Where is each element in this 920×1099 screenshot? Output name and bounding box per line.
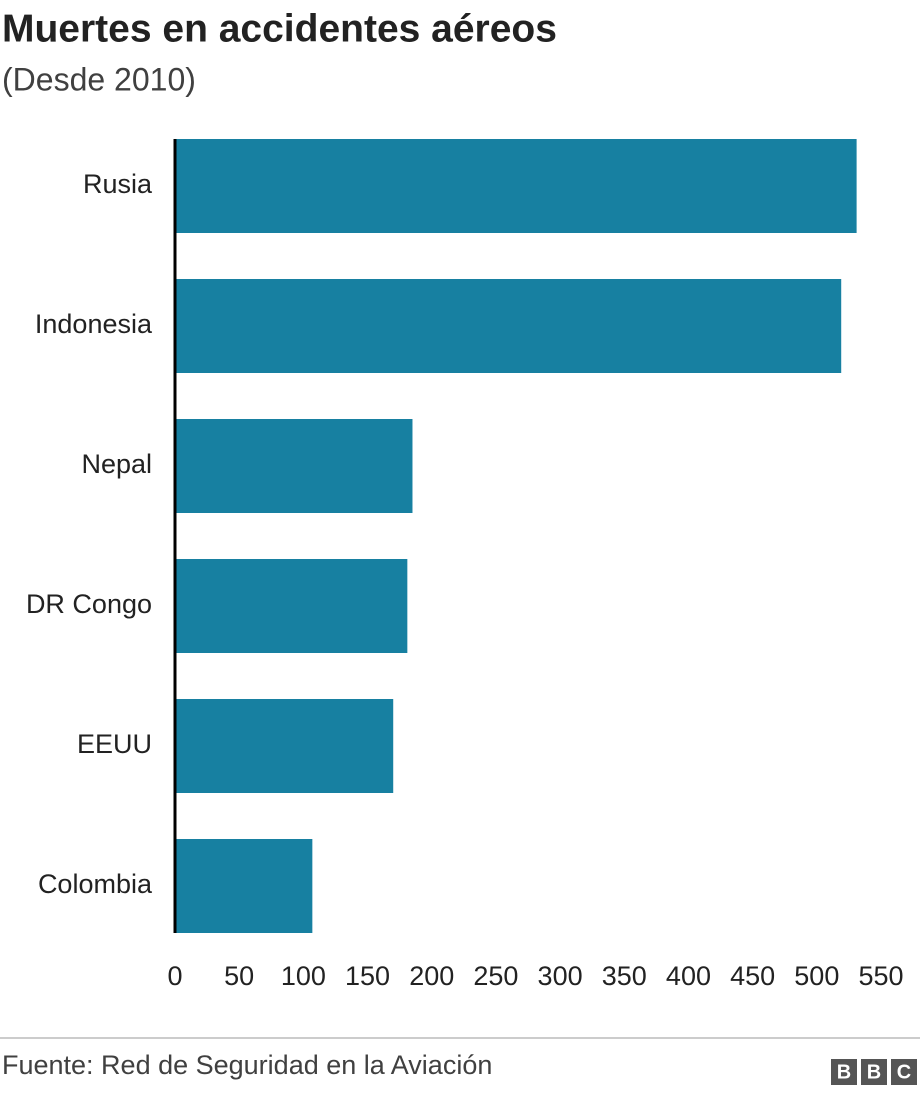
x-tick-label: 200 (409, 961, 454, 991)
y-tick-label: Colombia (38, 869, 153, 899)
logo-box (891, 1059, 917, 1085)
x-tick-label: 350 (602, 961, 647, 991)
x-tick-label: 550 (858, 961, 903, 991)
bar (175, 279, 842, 373)
y-tick-label: Nepal (81, 449, 152, 479)
chart-title: Muertes en accidentes aéreos (2, 7, 557, 50)
source: Fuente: Red de Seguridad en la Aviación (2, 1050, 492, 1080)
chart-subtitle: (Desde 2010) (2, 61, 196, 97)
x-tick-label: 0 (167, 961, 182, 991)
y-tick-label: DR Congo (26, 589, 152, 619)
logo-box (861, 1059, 887, 1085)
x-tick-label: 150 (345, 961, 390, 991)
bar (175, 419, 413, 513)
bar (175, 839, 313, 933)
logo-letter: B (837, 1061, 851, 1083)
x-tick-label: 500 (794, 961, 839, 991)
logo-letter: B (867, 1061, 881, 1083)
logo-letter: C (897, 1061, 911, 1083)
bar (175, 699, 394, 793)
x-tick-label: 300 (538, 961, 583, 991)
y-tick-label: Indonesia (35, 309, 153, 339)
logo-box (831, 1059, 857, 1085)
x-tick-label: 100 (281, 961, 326, 991)
x-tick-label: 50 (224, 961, 254, 991)
x-tick-label: 400 (666, 961, 711, 991)
x-tick-label: 250 (473, 961, 518, 991)
x-tick-label: 450 (730, 961, 775, 991)
bar (175, 139, 857, 233)
y-tick-label: EEUU (77, 729, 152, 759)
y-tick-label: Rusia (83, 169, 153, 199)
bar (175, 559, 408, 653)
